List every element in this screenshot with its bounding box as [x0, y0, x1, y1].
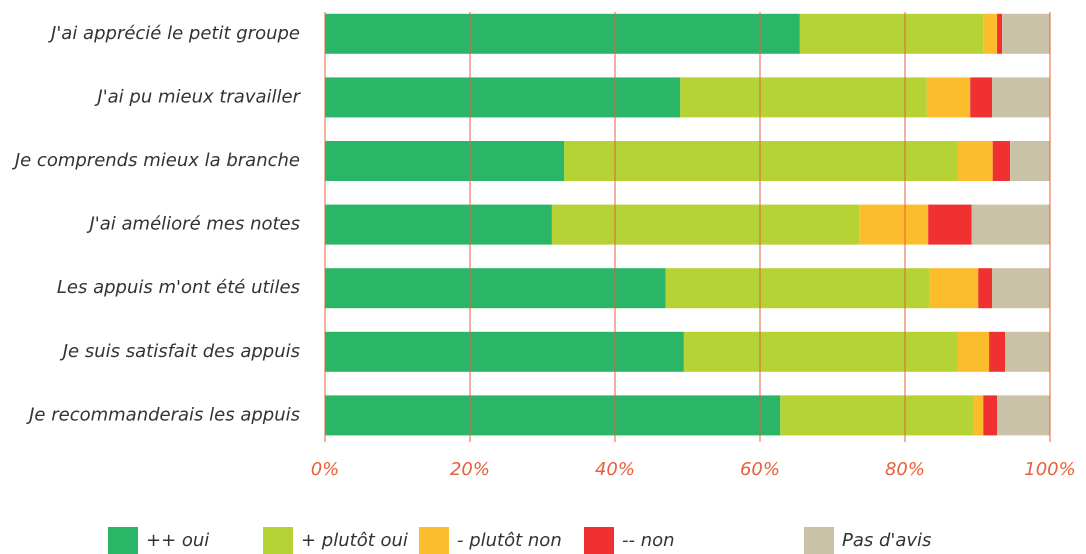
bar-segment: [859, 204, 929, 245]
category-label: Je suis satisfait des appuis: [60, 341, 300, 362]
bar-segment: [929, 268, 979, 309]
bar-segment: [325, 331, 684, 372]
bar-segment: [957, 141, 993, 181]
category-label: J'ai pu mieux travailler: [94, 86, 301, 107]
bar-segment: [973, 395, 984, 436]
legend-swatch: [584, 527, 614, 554]
bar-segment: [997, 13, 1003, 54]
bar-segment: [983, 13, 998, 54]
bar-segment: [665, 268, 930, 309]
bar-segment: [551, 204, 860, 245]
category-label: J'ai amélioré mes notes: [87, 214, 301, 235]
x-tick-label: 80%: [885, 459, 925, 480]
bar-segment: [989, 331, 1006, 372]
legend-swatch: [804, 527, 834, 554]
bar-segment: [1010, 141, 1050, 181]
legend-swatch: [263, 527, 293, 554]
bar-segment: [564, 141, 958, 181]
category-label: Les appuis m'ont été utiles: [57, 277, 300, 298]
bar-segment: [997, 395, 1050, 436]
x-tick-label: 60%: [740, 459, 780, 480]
bar-segment: [325, 204, 552, 245]
bar-segment: [1005, 331, 1050, 372]
category-label: Je recommanderais les appuis: [26, 404, 300, 425]
bar-segment: [1002, 13, 1050, 54]
bar-segment: [325, 268, 666, 309]
category-label: J'ai apprécié le petit groupe: [48, 23, 300, 44]
x-tick-label: 20%: [450, 459, 490, 480]
legend-label: Pas d'avis: [842, 530, 931, 551]
legend-swatch: [108, 527, 138, 554]
bar-segment: [992, 141, 1011, 181]
bar-segment: [983, 395, 998, 436]
x-tick-label: 100%: [1024, 459, 1075, 480]
bar-segment: [957, 331, 990, 372]
x-tick-label: 0%: [311, 459, 340, 480]
bar-segment: [325, 77, 681, 118]
legend-label: -- non: [622, 530, 675, 551]
legend-label: + plutôt oui: [301, 530, 408, 551]
bar-segment: [928, 204, 972, 245]
category-label: Je comprends mieux la branche: [12, 150, 300, 171]
legend-label: ++ oui: [146, 530, 209, 551]
bar-segment: [683, 331, 958, 372]
bar-segment: [971, 204, 1050, 245]
bar-segment: [325, 13, 800, 54]
bar-segment: [926, 77, 971, 118]
legend-label: - plutôt non: [457, 530, 562, 551]
x-tick-label: 40%: [595, 459, 635, 480]
bar-segment: [992, 77, 1050, 118]
bar-segment: [799, 13, 984, 54]
bar-segment: [978, 268, 992, 309]
bar-segment: [970, 77, 992, 118]
bar-segment: [780, 395, 974, 436]
bar-segment: [325, 141, 565, 181]
bar-segment: [992, 268, 1050, 309]
bar-segment: [325, 395, 781, 436]
legend-swatch: [419, 527, 449, 554]
bar-segment: [680, 77, 927, 118]
